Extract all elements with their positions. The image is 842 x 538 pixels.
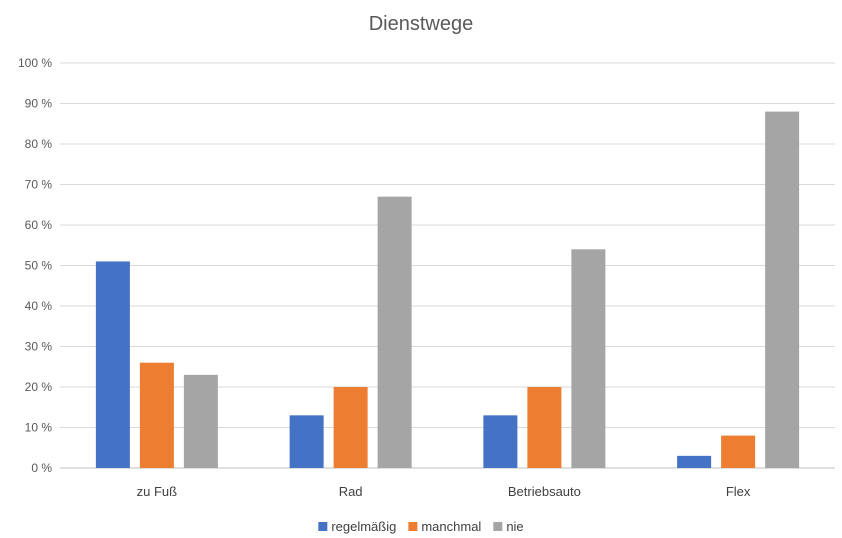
x-category-label: Flex — [726, 484, 751, 499]
bar-regelmäßig-Rad — [289, 415, 324, 468]
x-category-label: Rad — [339, 484, 363, 499]
x-axis-categories: zu Fuß Rad Betriebsauto Flex — [137, 484, 751, 499]
legend-label: regelmäßig — [331, 519, 396, 534]
legend-swatch — [318, 522, 328, 531]
bar-manchmal-Flex — [721, 435, 756, 468]
bar-manchmal-zu Fuß — [139, 362, 174, 468]
bar-regelmäßig-zu Fuß — [95, 261, 130, 468]
gridlines — [60, 62, 835, 469]
bar-nie-Betriebsauto — [571, 249, 606, 468]
bars — [95, 111, 800, 468]
bar-nie-Flex — [765, 111, 800, 468]
y-tick-label: 80 % — [25, 137, 53, 151]
bar-regelmäßig-Betriebsauto — [483, 415, 518, 468]
y-tick-label: 20 % — [25, 380, 53, 394]
legend-swatch — [493, 522, 503, 531]
legend-label: nie — [506, 519, 523, 534]
bar-manchmal-Rad — [333, 387, 368, 468]
x-category-label: Betriebsauto — [508, 484, 581, 499]
x-category-label: zu Fuß — [137, 484, 178, 499]
y-tick-label: 90 % — [25, 97, 53, 111]
chart-title: Dienstwege — [369, 13, 474, 35]
bar-nie-zu Fuß — [183, 374, 218, 468]
legend: regelmäßig manchmal nie — [318, 519, 524, 534]
y-tick-label: 60 % — [25, 218, 53, 232]
y-tick-label: 0 % — [31, 461, 52, 475]
y-tick-label: 50 % — [25, 259, 53, 273]
y-tick-label: 40 % — [25, 299, 53, 313]
bar-regelmäßig-Flex — [677, 455, 712, 468]
bar-nie-Rad — [377, 196, 412, 468]
y-tick-label: 10 % — [25, 421, 53, 435]
y-tick-label: 70 % — [25, 178, 53, 192]
legend-swatch — [408, 522, 418, 531]
bar-manchmal-Betriebsauto — [527, 387, 562, 468]
y-axis-ticks: 0 % 10 % 20 % 30 % 40 % 50 % 60 % 70 % 80 % 90 % 1… — [18, 56, 52, 475]
y-tick-label: 100 % — [18, 56, 52, 70]
y-tick-label: 30 % — [25, 340, 53, 354]
legend-label: manchmal — [421, 519, 481, 534]
